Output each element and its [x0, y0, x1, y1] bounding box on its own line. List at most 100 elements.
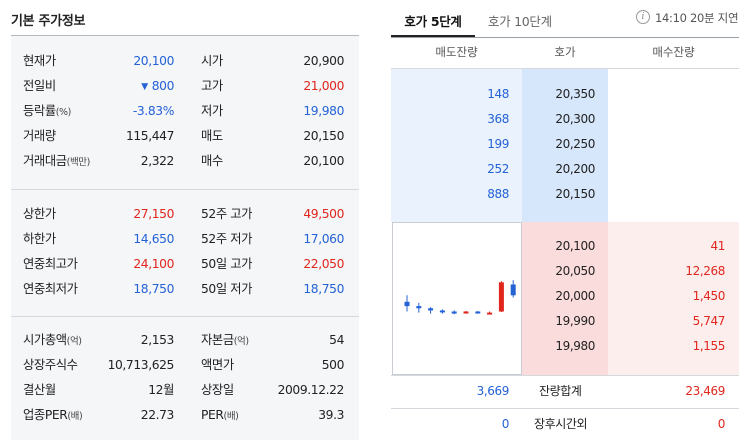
info-row: 거래량 115,447 매도 20,150 — [11, 124, 359, 149]
info-value: 12월 — [148, 378, 174, 403]
info-value: 17,060 — [303, 232, 344, 246]
info-value: 18,750 — [303, 282, 344, 296]
candle-body — [451, 311, 457, 314]
info-label-text: 매수 — [201, 154, 223, 168]
divider — [11, 189, 359, 190]
info-value-text: 22.73 — [140, 408, 175, 422]
info-value: ▼ 800 — [141, 74, 174, 101]
column-header-ask-qty: 매도잔량 — [391, 38, 522, 69]
info-value-text: 14,650 — [133, 232, 174, 246]
info-value: 18,750 — [133, 277, 174, 302]
info-row: 상한가 27,150 52주 고가 49,500 — [11, 202, 359, 227]
candle-body — [487, 312, 493, 315]
info-label-text: 시가 — [201, 54, 223, 68]
info-label: 매도 — [201, 124, 223, 149]
ask-price: 20,350 — [555, 87, 595, 101]
bid-qty-background — [608, 222, 739, 375]
info-label: 상장주식수 — [23, 353, 78, 378]
ask-price: 20,300 — [555, 112, 595, 126]
bid-qty: 12,268 — [685, 264, 725, 278]
ask-qty: 252 — [487, 162, 509, 176]
info-label: 등락률(%) — [23, 99, 71, 125]
ask-price-background — [522, 69, 608, 222]
delay-notice: 14:10 20분 지연 — [655, 11, 739, 25]
info-label: 저가 — [201, 99, 223, 124]
info-label-text: 상장주식수 — [23, 358, 78, 372]
info-value-text: 10,713,625 — [107, 358, 175, 372]
divider — [11, 316, 359, 317]
info-label-text: 50일 고가 — [201, 257, 253, 271]
info-value: 54 — [329, 333, 344, 347]
after-hours-row: 0 장후시간외 0 — [391, 408, 739, 440]
info-value: 20,100 — [133, 49, 174, 74]
bid-price: 19,980 — [555, 339, 595, 353]
info-label-unit: (배) — [67, 411, 83, 422]
info-row: 결산월 12월 상장일 2009.12.22 — [11, 378, 359, 403]
column-header-bid-qty: 매수잔량 — [608, 38, 739, 69]
info-value: 500 — [321, 358, 345, 372]
tab-10-levels[interactable]: 호가 10단계 — [488, 14, 552, 29]
info-label: 상장일 — [201, 378, 234, 403]
info-value: 22,050 — [303, 257, 344, 271]
info-value: 49,500 — [303, 207, 344, 221]
info-label-text: 등락률 — [23, 104, 56, 118]
candle-body — [428, 308, 434, 311]
info-row: 연중최저가 18,750 50일 저가 18,750 — [11, 277, 359, 302]
info-label: 거래량 — [23, 124, 56, 149]
after-hours-ask-qty: 0 — [501, 417, 510, 431]
info-label-text: 전일비 — [23, 79, 56, 93]
ask-price: 20,150 — [555, 187, 595, 201]
info-value: 27,150 — [133, 202, 174, 227]
info-value-text: 27,150 — [133, 207, 174, 221]
info-value: 2009.12.22 — [277, 383, 345, 397]
info-label-text: 시가총액 — [23, 333, 67, 347]
info-value: 21,000 — [303, 79, 344, 93]
divider — [391, 37, 739, 38]
info-icon[interactable]: i — [636, 10, 650, 24]
bid-price: 20,050 — [555, 264, 595, 278]
info-label: 시가총액(억) — [23, 328, 82, 354]
info-label: 시가 — [201, 49, 223, 74]
info-label: 50일 고가 — [201, 252, 253, 277]
info-label-text: 업종PER — [23, 408, 68, 422]
ask-price: 20,250 — [555, 137, 595, 151]
info-row: 시가총액(억) 2,153 자본금(억) 54 — [11, 328, 359, 353]
info-label-text: 52주 고가 — [201, 207, 253, 221]
info-label-unit: (억) — [233, 336, 249, 347]
info-label-text: 연중최저가 — [23, 282, 78, 296]
info-value-text: 20,100 — [133, 54, 174, 68]
info-label-text: 매도 — [201, 129, 223, 143]
ask-qty-background — [391, 69, 522, 222]
column-header-price: 호가 — [522, 38, 608, 69]
candle-body — [463, 311, 469, 314]
info-label-text: 50일 저가 — [201, 282, 253, 296]
after-hours-label: 장후시간외 — [534, 417, 588, 431]
info-row: 전일비 ▼ 800 고가 21,000 — [11, 74, 359, 99]
info-label: 매수 — [201, 149, 223, 174]
info-label-text: 자본금 — [201, 333, 234, 347]
info-label: 상한가 — [23, 202, 56, 227]
info-value: 2,153 — [141, 328, 175, 353]
info-label: 업종PER(배) — [23, 403, 83, 429]
info-label-text: 연중최고가 — [23, 257, 78, 271]
info-row: 거래대금(백만) 2,322 매수 20,100 — [11, 149, 359, 174]
ask-price: 20,200 — [555, 162, 595, 176]
bid-qty: 1,155 — [692, 339, 726, 353]
info-label: 연중최저가 — [23, 277, 78, 302]
bid-qty: 41 — [710, 239, 726, 253]
info-value: 22.73 — [140, 403, 175, 428]
info-label-text: 거래량 — [23, 129, 56, 143]
info-label: 자본금(억) — [201, 328, 249, 354]
total-label: 잔량합계 — [539, 384, 582, 398]
info-value: -3.83% — [133, 99, 175, 124]
tab-5-levels[interactable]: 호가 5단계 — [391, 11, 475, 37]
info-value: 20,150 — [303, 129, 344, 143]
info-row: 하한가 14,650 52주 저가 17,060 — [11, 227, 359, 252]
bid-price-background — [522, 222, 608, 375]
info-label: 52주 저가 — [201, 227, 253, 252]
bid-qty: 5,747 — [692, 314, 726, 328]
stock-info-panel: 현재가 20,100 시가 20,900 전일비 ▼ 800 고가 21,000 등락률(%) -3… — [11, 35, 359, 440]
info-label-unit: (%) — [55, 107, 72, 118]
info-row: 연중최고가 24,100 50일 고가 22,050 — [11, 252, 359, 277]
info-value: 24,100 — [133, 252, 174, 277]
